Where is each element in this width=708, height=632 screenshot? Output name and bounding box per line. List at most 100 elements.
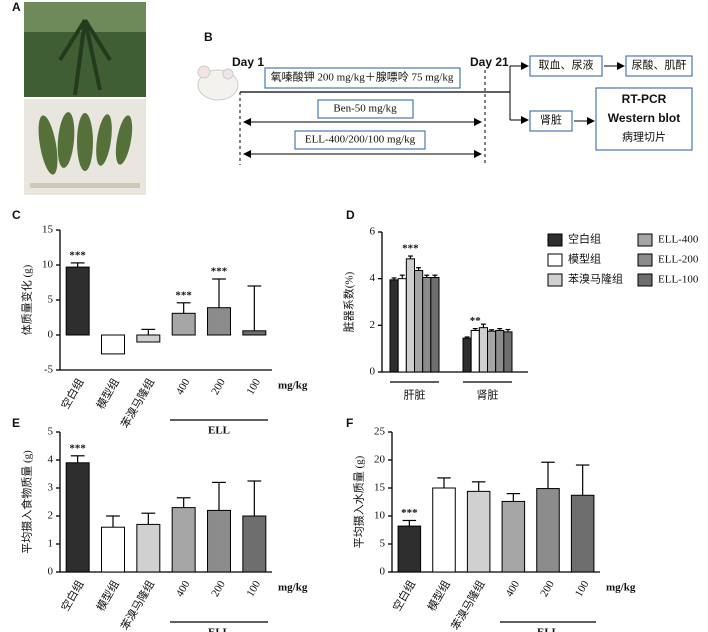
- x-tick-label: 空白组: [58, 578, 87, 614]
- x-tick-label: 100: [244, 376, 263, 397]
- unit-label: mg/kg: [278, 582, 308, 594]
- y-axis-label: 平均摄入水质量 (g): [352, 455, 366, 548]
- bar: [207, 307, 231, 336]
- x-tick-label: 肝脏: [404, 389, 426, 402]
- legend-label: ELL-200: [658, 254, 699, 266]
- panel-label: E: [12, 416, 20, 430]
- x-tick-label: 苯溴马隆组: [448, 578, 488, 632]
- day-label: Day 21: [470, 55, 509, 69]
- method-text: 病理切片: [622, 130, 666, 144]
- bar: [101, 334, 125, 355]
- bar: [242, 515, 267, 573]
- bar: [101, 526, 125, 573]
- y-tick-label: 0: [370, 366, 376, 378]
- bar: [430, 277, 440, 373]
- bar: [397, 525, 422, 573]
- sample-text: 取血、尿液: [539, 58, 594, 72]
- model-box: [264, 67, 461, 89]
- legend-swatch: [547, 253, 563, 267]
- x-tick-label: 100: [573, 578, 592, 599]
- bar: [65, 462, 90, 573]
- y-tick-label: 10: [42, 259, 54, 271]
- legend-label: 空白组: [568, 232, 601, 246]
- x-tick-label: 200: [209, 376, 228, 397]
- panel-label: D: [346, 208, 355, 222]
- x-tick-label: 200: [209, 578, 228, 599]
- x-tick-label: 模型组: [93, 376, 122, 412]
- y-tick-label: 4: [48, 454, 54, 466]
- bar: [503, 331, 513, 373]
- day-label: Day 1: [232, 55, 264, 69]
- bar: [405, 258, 416, 373]
- bar: [397, 278, 407, 373]
- unit-label: mg/kg: [278, 380, 308, 392]
- group-label: ELL: [537, 627, 559, 632]
- ell-box: [294, 130, 426, 150]
- bar: [462, 337, 472, 373]
- panel-label: B: [204, 30, 213, 44]
- mouse-icon: [197, 65, 239, 101]
- result-box: [625, 55, 693, 77]
- bar: [171, 312, 196, 336]
- x-tick-label: 400: [174, 578, 193, 599]
- model-text: 氧嗪酸钾 200 mg/kg＋腺嘌呤 75 mg/kg: [271, 70, 454, 84]
- y-tick-label: 5: [48, 426, 54, 438]
- y-tick-label: 25: [374, 426, 386, 438]
- ben-text: Ben-50 mg/kg: [333, 103, 397, 115]
- legend-label: 模型组: [568, 252, 601, 266]
- bar: [501, 500, 526, 573]
- bar: [207, 509, 231, 573]
- y-tick-label: 2: [370, 319, 376, 331]
- bar: [242, 330, 267, 336]
- y-tick-label: 0: [48, 329, 54, 341]
- legend-swatch: [547, 273, 563, 287]
- method-text: Western blot: [608, 111, 680, 125]
- significance: ***: [401, 507, 418, 519]
- ell-text: ELL-400/200/100 mg/kg: [305, 134, 416, 146]
- bar: [171, 507, 196, 573]
- bar: [136, 523, 161, 573]
- sample-box: [529, 55, 603, 77]
- y-tick-label: 4: [370, 272, 376, 284]
- bar: [65, 266, 90, 336]
- kidney-box: [529, 110, 573, 132]
- y-axis-label: 脏器系数(%): [343, 271, 356, 332]
- legend-label: 苯溴马隆组: [568, 272, 623, 286]
- x-tick-label: 肾脏: [477, 389, 499, 402]
- y-tick-label: 0: [380, 566, 386, 578]
- significance: ***: [402, 243, 419, 255]
- group-label: ELL: [208, 425, 230, 437]
- x-tick-label: 模型组: [424, 578, 453, 614]
- y-axis-label: 体质量变化 (g): [20, 264, 34, 335]
- y-tick-label: 0: [48, 566, 54, 578]
- x-tick-label: 空白组: [389, 578, 418, 614]
- legend-swatch: [547, 233, 563, 247]
- bar: [487, 330, 497, 373]
- significance: ***: [69, 249, 86, 261]
- panel-label: C: [12, 208, 21, 222]
- y-tick-label: 15: [374, 482, 386, 494]
- significance: ***: [69, 442, 86, 454]
- bar: [432, 487, 456, 573]
- bar: [466, 490, 491, 573]
- group-label: ELL: [208, 627, 230, 632]
- x-tick-label: 苯溴马隆组: [117, 376, 157, 431]
- y-tick-label: 1: [48, 538, 54, 550]
- result-text: 尿酸、肌酐: [632, 58, 687, 72]
- y-tick-label: -5: [44, 364, 54, 376]
- bar: [470, 329, 480, 373]
- significance: **: [470, 315, 482, 327]
- y-tick-label: 15: [42, 224, 54, 236]
- x-tick-label: 400: [174, 376, 193, 397]
- panel-label: A: [12, 0, 21, 14]
- bar: [536, 488, 560, 573]
- y-tick-label: 10: [374, 510, 386, 522]
- method-text: RT-PCR: [622, 92, 667, 106]
- x-tick-label: 200: [538, 578, 557, 599]
- panel-label: F: [346, 416, 353, 430]
- y-axis-label: 平均摄入食物质量 (g): [20, 450, 34, 554]
- legend-swatch: [637, 273, 653, 287]
- legend-label: ELL-100: [658, 274, 699, 286]
- y-tick-label: 2: [48, 510, 54, 522]
